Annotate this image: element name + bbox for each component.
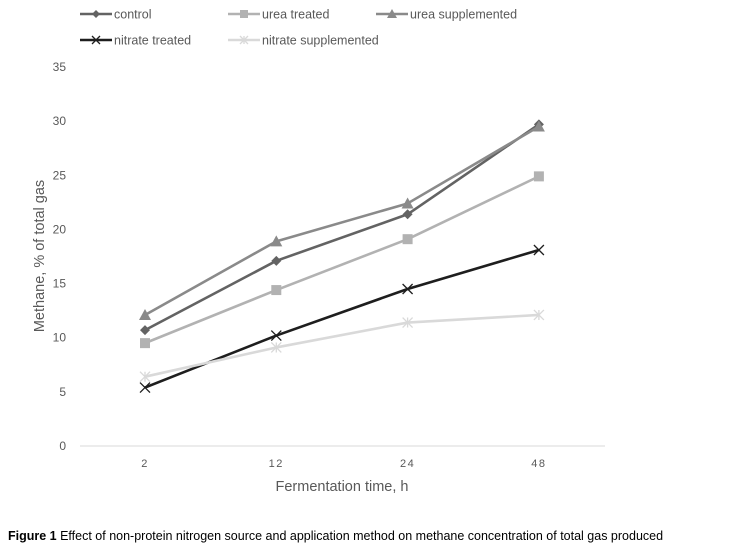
square-marker	[533, 171, 544, 182]
y-tick-label: 35	[53, 60, 67, 74]
caption-text: Effect of non-protein nitrogen source an…	[56, 529, 664, 543]
caption-label: Figure 1	[8, 529, 57, 543]
square-marker	[402, 234, 413, 245]
y-axis-title: Methane, % of total gas	[32, 180, 48, 332]
figure-caption: Figure 1 Effect of non-protein nitrogen …	[8, 529, 663, 543]
y-tick-label: 15	[53, 277, 67, 291]
star-marker	[239, 35, 249, 45]
series-line	[144, 175, 540, 345]
legend-item: urea treated	[228, 8, 329, 22]
diamond-marker	[92, 10, 100, 18]
triangle-marker	[401, 197, 414, 209]
star-marker	[270, 342, 282, 353]
diamond-marker	[271, 255, 282, 266]
triangle-marker	[270, 235, 283, 247]
star-marker	[533, 309, 545, 321]
y-tick-label: 0	[59, 439, 66, 453]
x-tick-label: 12	[269, 458, 284, 470]
legend-item: urea supplemented	[376, 8, 517, 22]
legend-label: control	[114, 8, 152, 22]
series-line	[144, 125, 540, 317]
star-marker	[402, 317, 414, 329]
x-axis-title: Fermentation time, h	[276, 479, 409, 495]
square-marker	[271, 285, 282, 296]
legend-item: nitrate treated	[80, 34, 191, 48]
legend-item: nitrate supplemented	[228, 34, 379, 48]
series-control	[140, 119, 544, 336]
series-urea-treated	[140, 171, 544, 349]
y-tick-label: 20	[53, 222, 67, 236]
x-tick-label: 48	[531, 458, 546, 470]
triangle-marker	[139, 308, 151, 320]
series-line	[144, 313, 539, 378]
square-marker	[240, 10, 248, 18]
triangle-marker	[387, 9, 397, 18]
legend-label: nitrate supplemented	[262, 34, 379, 48]
x-marker	[270, 330, 282, 342]
diamond-marker	[402, 209, 413, 220]
star-marker	[139, 371, 151, 383]
legend-label: urea treated	[262, 8, 329, 22]
y-tick-label: 5	[59, 385, 66, 399]
legend-item: control	[80, 8, 152, 22]
x-marker	[91, 35, 101, 45]
y-tick-label: 30	[53, 114, 67, 128]
legend-label: urea supplemented	[410, 8, 517, 22]
series-urea-supplemented	[139, 120, 545, 320]
series-line	[144, 123, 540, 332]
diamond-marker	[140, 325, 150, 336]
series-nitrate-supplemented	[139, 309, 545, 383]
square-marker	[140, 338, 150, 349]
x-tick-label: 24	[400, 458, 415, 470]
y-tick-label: 10	[53, 331, 67, 345]
y-tick-label: 25	[53, 168, 67, 182]
x-marker	[139, 382, 151, 393]
legend-label: nitrate treated	[114, 34, 191, 48]
x-marker	[402, 283, 414, 295]
x-marker	[533, 244, 545, 256]
x-tick-label: 2	[141, 458, 149, 470]
triangle-marker	[532, 120, 545, 132]
